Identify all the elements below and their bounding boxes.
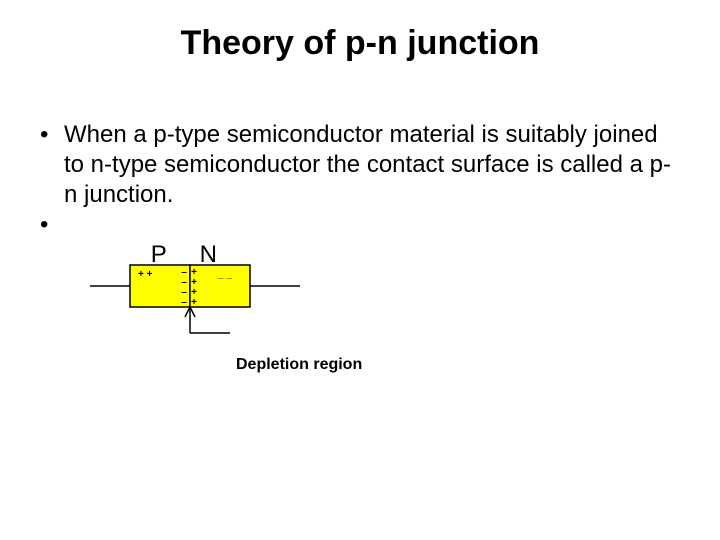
svg-text:+ +: + + [138, 269, 153, 280]
slide-title: Theory of p-n junction [0, 24, 720, 63]
bullet-1: When a p-type semiconductor material is … [40, 120, 680, 210]
bullet-1-text: When a p-type semiconductor material is … [64, 121, 671, 208]
svg-text:_ _: _ _ [217, 269, 232, 280]
svg-text:–: – [181, 297, 187, 308]
pn-junction-diagram: + +_ _–+–+–+–+ [90, 261, 390, 371]
svg-text:+: + [191, 297, 197, 308]
depletion-region-label: Depletion region [236, 356, 362, 374]
